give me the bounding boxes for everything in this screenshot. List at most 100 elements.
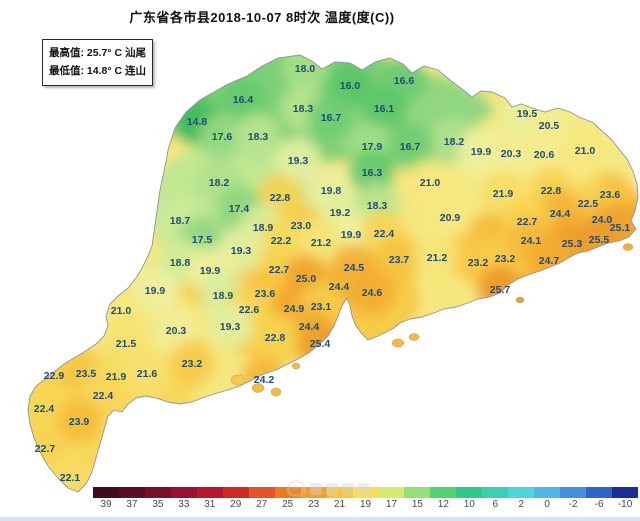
colorbar-tick: 29 (230, 499, 242, 510)
colorbar-tick: -2 (568, 499, 578, 510)
colorbar-cell (93, 487, 119, 498)
temperature-label: 14.8 (187, 116, 208, 128)
station-region-blob (298, 219, 344, 265)
temperature-label: 22.8 (541, 185, 562, 197)
station-region-blob (414, 234, 460, 280)
station-region-blob (349, 269, 395, 315)
extremes-box: 最高值: 25.7° C 汕尾 最低值: 14.8° C 连山 (42, 39, 153, 86)
min-value-line: 最低值: 14.8° C 连山 (49, 65, 146, 78)
temperature-label: 18.3 (367, 200, 388, 212)
temperature-label: 24.0 (592, 214, 613, 226)
temperature-label: 22.4 (374, 228, 395, 240)
temperature-label: 20.3 (501, 148, 522, 160)
temperature-label: 19.9 (145, 285, 166, 297)
temperature-label: 24.6 (362, 287, 383, 299)
colorbar-tick: 27 (256, 499, 268, 510)
colorbar-cell (534, 487, 561, 498)
temperature-label: 24.9 (284, 303, 305, 315)
colorbar-tick: 33 (178, 499, 190, 510)
temperature-label: 23.7 (389, 254, 410, 266)
temperature-label: 23.5 (76, 368, 97, 380)
islet (408, 333, 420, 341)
station-region-blob (207, 303, 253, 349)
temperature-label: 21.9 (493, 188, 514, 200)
station-region-blob (169, 340, 215, 386)
station-region-blob (427, 194, 473, 240)
temperature-label: 23.9 (69, 416, 90, 428)
temperature-label: 24.4 (329, 281, 350, 293)
temperature-label: 22.8 (270, 192, 291, 204)
temperature-label: 16.1 (374, 103, 395, 115)
temperature-label: 22.4 (34, 403, 55, 415)
station-region-blob (308, 94, 354, 140)
temperature-label: 18.7 (170, 215, 191, 227)
temperature-label: 24.7 (539, 255, 560, 267)
temperature-label: 19.9 (200, 265, 221, 277)
colorbar-cell (326, 487, 353, 498)
islet (515, 296, 525, 304)
temperature-label: 21.0 (111, 305, 132, 317)
temperature-label: 24.2 (254, 374, 275, 386)
station-region-blob (252, 314, 298, 360)
temperature-label: 23.2 (495, 253, 516, 265)
colorbar-tick: 21 (333, 499, 346, 510)
colorbar-cell (456, 487, 483, 498)
temperature-label: 22.5 (578, 198, 599, 210)
colorbar-tick: 19 (359, 499, 372, 510)
colorbar-tick: 35 (152, 499, 164, 510)
colorbar-tick: -6 (594, 499, 604, 510)
temperature-label: 23.1 (311, 301, 332, 313)
temperature-label: 19.9 (341, 229, 362, 241)
temperature-label: 22.7 (517, 216, 538, 228)
colorbar-tick: 23 (308, 499, 320, 510)
temperature-label: 18.3 (293, 103, 314, 115)
temperature-label: 25.5 (589, 234, 610, 246)
colorbar-cell (612, 487, 639, 498)
temperature-label: 16.4 (233, 94, 254, 106)
temperature-label: 16.7 (321, 112, 342, 124)
temperature-label: 20.6 (534, 149, 555, 161)
colorbar-cells (93, 487, 639, 498)
temperature-label: 18.9 (213, 290, 234, 302)
temperature-label: 17.5 (192, 234, 213, 246)
temperature-label: 17.6 (212, 131, 233, 143)
temperature-label: 21.0 (420, 177, 441, 189)
station-region-blob (124, 350, 170, 396)
colorbar-tick: 6 (492, 499, 499, 510)
temperature-label: 22.7 (269, 264, 290, 276)
temperature-label: 16.7 (400, 141, 421, 153)
colorbar-cell (404, 487, 431, 498)
station-region-blob (407, 159, 453, 205)
temperature-label: 19.2 (330, 207, 351, 219)
temperature-label: 21.5 (116, 338, 137, 350)
temperature-label: 20.5 (539, 120, 560, 132)
temperature-label: 20.3 (166, 325, 187, 337)
temperature-label: 24.1 (521, 235, 542, 247)
station-region-blob (361, 85, 407, 131)
temperature-label: 23.0 (291, 220, 312, 232)
temperature-colorbar: 39 37 35 33 31 29 27 25 23 21 19 17 15 12 10 6 2 0 -2 -6 -10 (93, 487, 639, 510)
province-outline (27, 54, 639, 493)
colorbar-cell (118, 487, 145, 498)
islet (622, 243, 634, 251)
islet (251, 383, 265, 393)
colorbar-tick: 2 (518, 499, 524, 510)
temperature-label: 22.2 (271, 235, 292, 247)
temperature-label: 20.9 (440, 212, 461, 224)
temperature-label: 23.6 (600, 189, 621, 201)
temperature-label: 25.0 (296, 273, 317, 285)
temperature-label: 17.9 (362, 141, 383, 153)
colorbar-cell (508, 487, 535, 498)
colorbar-cell (144, 487, 171, 498)
temperature-label: 19.8 (321, 185, 342, 197)
colorbar-tick: 12 (437, 499, 449, 510)
islet (391, 338, 405, 348)
station-region-blob (199, 113, 245, 159)
colorbar-cell (170, 487, 197, 498)
colorbar-tick: 39 (100, 499, 112, 510)
temperature-label: 25.3 (562, 238, 583, 250)
colorbar-tick: 0 (544, 499, 550, 510)
station-region-blob (376, 236, 422, 282)
temperature-label: 21.9 (106, 371, 127, 383)
